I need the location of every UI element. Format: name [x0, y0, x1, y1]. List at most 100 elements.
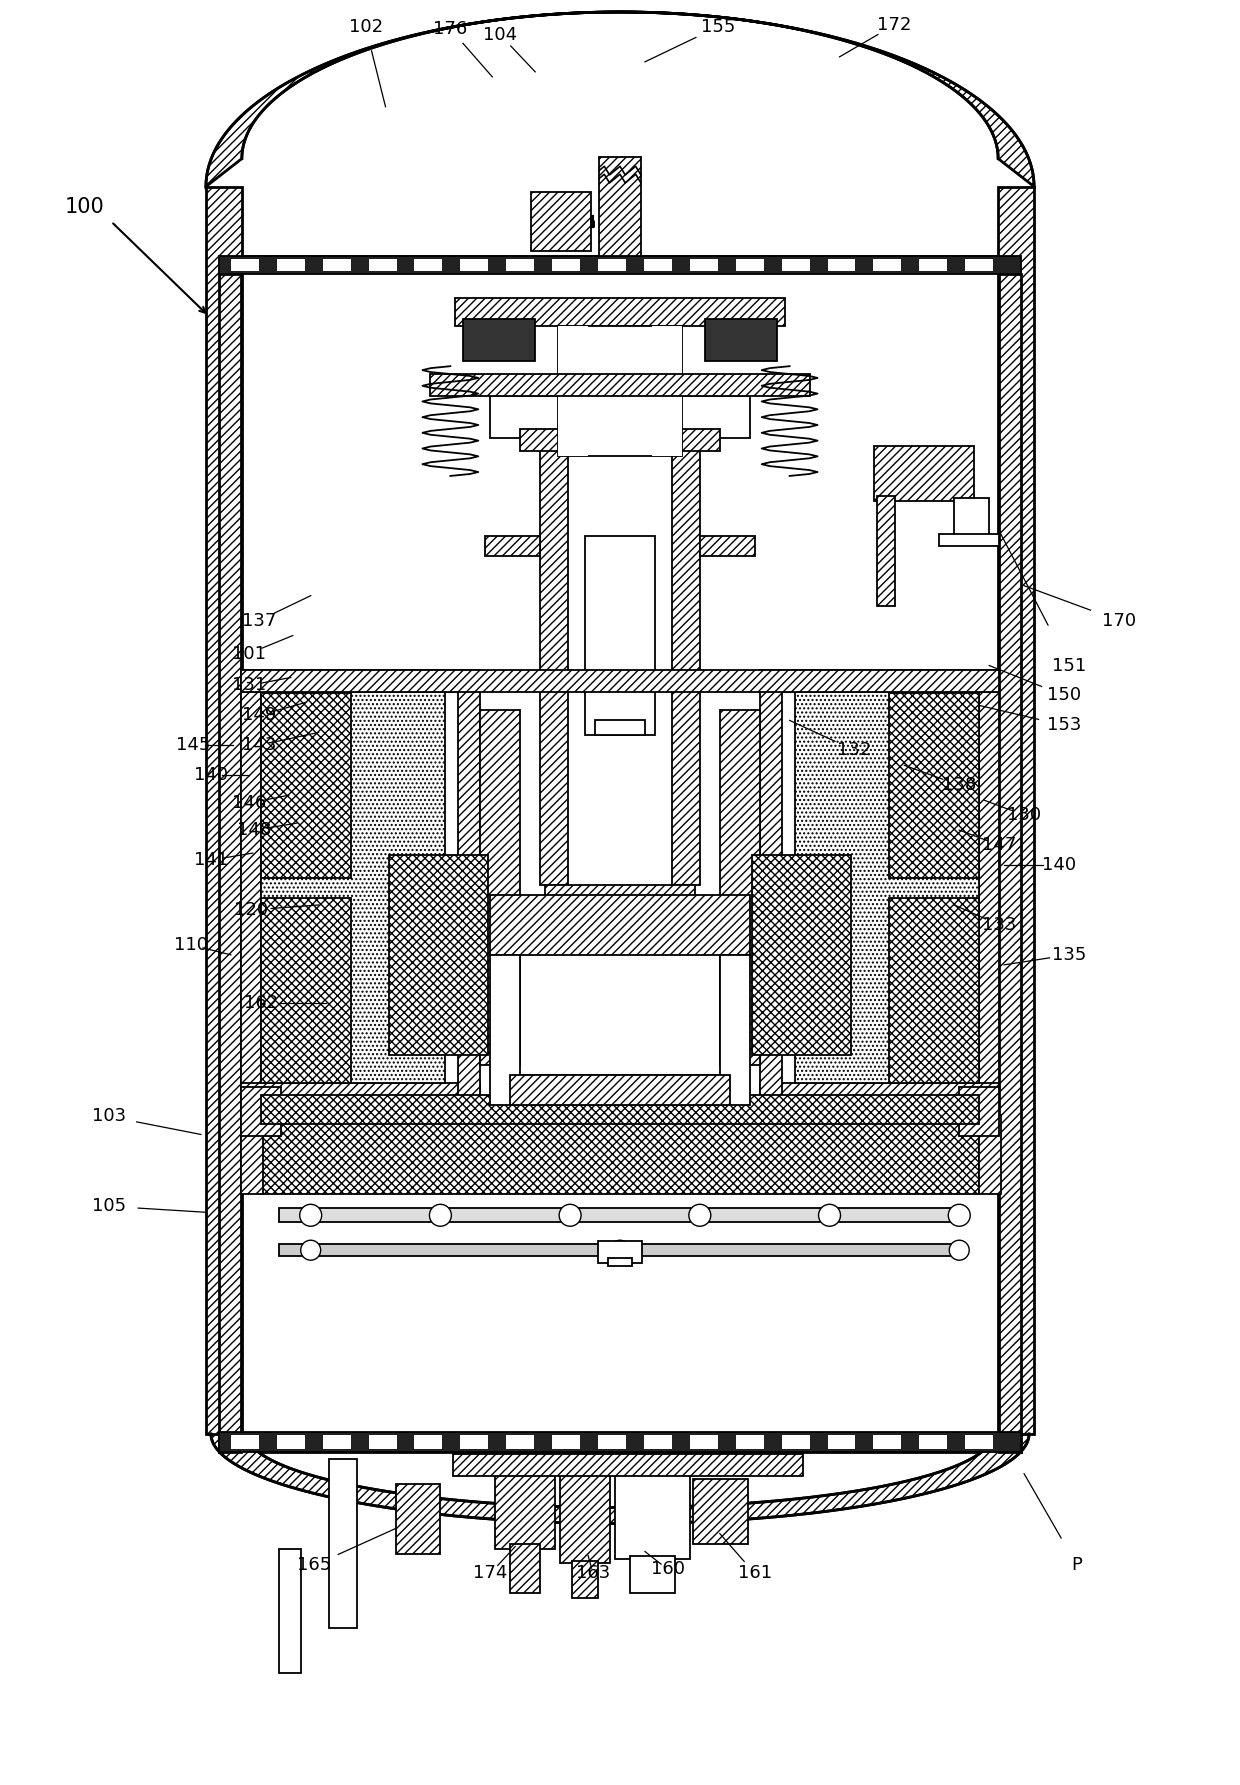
Bar [396, 1483, 440, 1553]
Bar [760, 671, 781, 1105]
Bar [572, 1560, 598, 1598]
Bar [459, 671, 480, 1105]
Bar [939, 534, 999, 546]
Bar [568, 446, 672, 885]
Text: 102: 102 [348, 18, 383, 36]
Bar [955, 498, 990, 537]
Bar [241, 671, 480, 693]
Bar [552, 1435, 580, 1449]
Bar [585, 536, 655, 735]
Bar [598, 1241, 642, 1264]
Bar [689, 1435, 718, 1449]
Bar [558, 327, 682, 455]
Text: 172: 172 [877, 16, 911, 34]
Bar [510, 1544, 541, 1594]
Text: 176: 176 [433, 20, 467, 37]
Bar [541, 446, 568, 885]
Text: 147: 147 [982, 835, 1017, 853]
Bar [644, 259, 672, 271]
Bar [630, 1555, 675, 1594]
Bar [368, 1435, 397, 1449]
Text: 148: 148 [237, 821, 272, 839]
Bar [889, 898, 980, 1082]
Text: 153: 153 [1047, 716, 1081, 734]
Text: 143: 143 [242, 737, 277, 755]
Bar [506, 259, 534, 271]
Bar [608, 1258, 632, 1266]
Bar [329, 1458, 357, 1628]
Bar [546, 885, 694, 944]
Bar [919, 259, 947, 271]
Bar [795, 693, 980, 1082]
Bar [260, 1094, 980, 1125]
Bar [735, 1435, 764, 1449]
Bar [960, 1087, 999, 1137]
Text: 174: 174 [474, 1564, 507, 1583]
Circle shape [818, 1205, 841, 1226]
Bar [414, 1435, 443, 1449]
Text: 100: 100 [64, 196, 104, 216]
Bar [260, 693, 351, 878]
Bar [878, 496, 895, 605]
Circle shape [300, 1205, 321, 1226]
Bar [598, 259, 626, 271]
Bar [998, 187, 1034, 1433]
Text: 162: 162 [244, 994, 278, 1012]
Bar [751, 855, 852, 1055]
Bar [464, 320, 536, 361]
Text: 104: 104 [484, 27, 517, 45]
Bar [874, 446, 975, 502]
Bar [414, 259, 443, 271]
Bar [454, 1453, 802, 1476]
Text: 130: 130 [1007, 807, 1042, 825]
Bar [595, 721, 645, 735]
Bar [495, 1458, 556, 1549]
Bar [693, 1478, 748, 1544]
Bar [485, 536, 541, 555]
Text: 138: 138 [942, 776, 976, 794]
Bar [241, 1114, 263, 1194]
Text: 165: 165 [296, 1557, 331, 1574]
Text: P: P [1071, 1557, 1083, 1574]
Text: 140: 140 [1042, 857, 1076, 875]
Bar [460, 1435, 489, 1449]
Text: 103: 103 [92, 1107, 126, 1126]
Bar [781, 1435, 810, 1449]
Text: 110: 110 [174, 935, 208, 953]
Text: 160: 160 [651, 1560, 684, 1578]
Bar [510, 1075, 730, 1105]
Text: 155: 155 [701, 18, 735, 36]
Text: 145: 145 [176, 737, 210, 755]
Circle shape [949, 1205, 970, 1226]
Bar [760, 1082, 999, 1105]
Bar [241, 1087, 280, 1137]
Bar [598, 1435, 626, 1449]
Bar [260, 693, 445, 1082]
Circle shape [559, 1205, 582, 1226]
Bar [889, 693, 980, 878]
Bar [241, 671, 260, 1105]
Bar [672, 446, 699, 885]
Circle shape [689, 1205, 711, 1226]
Bar [490, 396, 750, 437]
Bar [999, 275, 1021, 1451]
Circle shape [301, 1241, 321, 1260]
Bar [704, 320, 776, 361]
Polygon shape [206, 12, 1034, 187]
Polygon shape [490, 955, 750, 1105]
Circle shape [950, 1241, 970, 1260]
Bar [560, 1464, 610, 1564]
Bar [615, 1469, 689, 1558]
Text: 146: 146 [232, 794, 265, 812]
Bar [873, 1435, 901, 1449]
Bar [219, 257, 1021, 275]
Bar [531, 191, 591, 252]
Circle shape [429, 1205, 451, 1226]
Bar [277, 259, 305, 271]
Bar [652, 327, 682, 455]
Text: 140: 140 [193, 766, 228, 784]
Bar [455, 298, 785, 327]
Bar [279, 1549, 301, 1673]
Polygon shape [211, 1433, 1029, 1524]
Bar [219, 275, 241, 1451]
